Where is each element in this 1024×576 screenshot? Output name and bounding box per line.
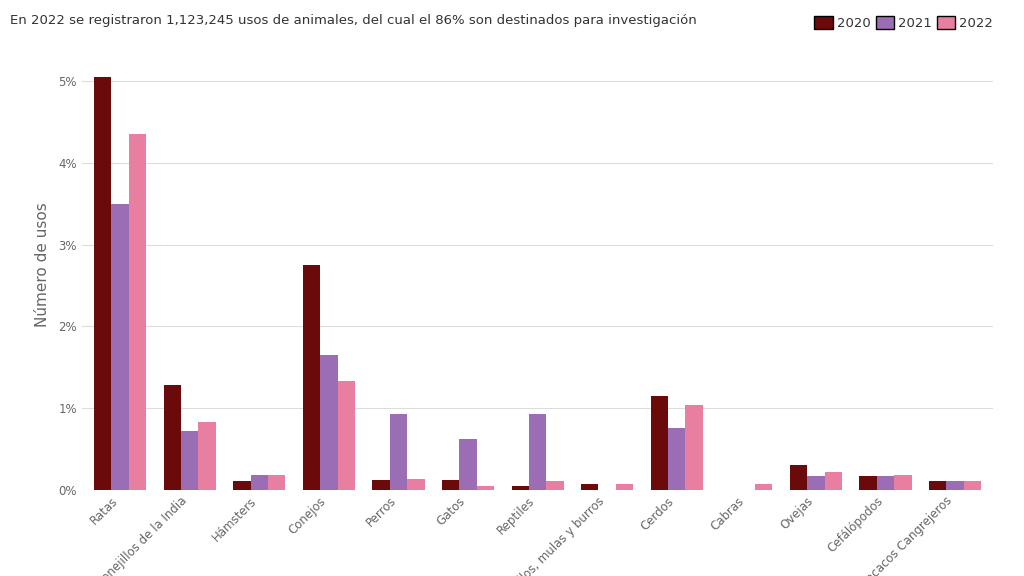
Bar bbox=[529, 414, 546, 490]
Bar bbox=[129, 134, 146, 490]
Bar bbox=[164, 385, 181, 490]
Bar bbox=[512, 486, 529, 490]
Bar bbox=[807, 476, 824, 490]
Text: 2021: 2021 bbox=[898, 17, 932, 31]
Bar bbox=[790, 465, 807, 490]
Bar bbox=[460, 439, 477, 490]
Bar bbox=[233, 482, 251, 490]
Bar bbox=[877, 476, 894, 490]
Bar bbox=[321, 355, 338, 490]
Bar bbox=[94, 77, 112, 490]
Bar bbox=[824, 472, 842, 490]
Bar bbox=[181, 431, 199, 490]
Bar bbox=[894, 475, 911, 490]
Bar bbox=[199, 422, 216, 490]
Bar bbox=[964, 482, 981, 490]
Bar bbox=[929, 482, 946, 490]
Text: 2022: 2022 bbox=[959, 17, 993, 31]
Bar bbox=[390, 414, 408, 490]
Bar bbox=[685, 406, 702, 490]
Text: En 2022 se registraron 1,123,245 usos de animales, del cual el 86% son destinado: En 2022 se registraron 1,123,245 usos de… bbox=[10, 14, 697, 28]
Bar bbox=[408, 479, 425, 490]
Bar bbox=[251, 475, 268, 490]
Y-axis label: Número de usos: Número de usos bbox=[35, 203, 50, 327]
Bar bbox=[668, 429, 685, 490]
Bar bbox=[859, 476, 877, 490]
Bar bbox=[581, 484, 598, 490]
Bar bbox=[755, 484, 772, 490]
Bar bbox=[112, 204, 129, 490]
Bar bbox=[338, 381, 355, 490]
Bar bbox=[303, 265, 321, 490]
Text: 2020: 2020 bbox=[837, 17, 870, 31]
Bar bbox=[477, 486, 495, 490]
Bar bbox=[546, 482, 563, 490]
Bar bbox=[946, 482, 964, 490]
Bar bbox=[650, 396, 668, 490]
Bar bbox=[615, 484, 633, 490]
Bar bbox=[373, 480, 390, 490]
Bar bbox=[442, 480, 460, 490]
Bar bbox=[268, 475, 286, 490]
